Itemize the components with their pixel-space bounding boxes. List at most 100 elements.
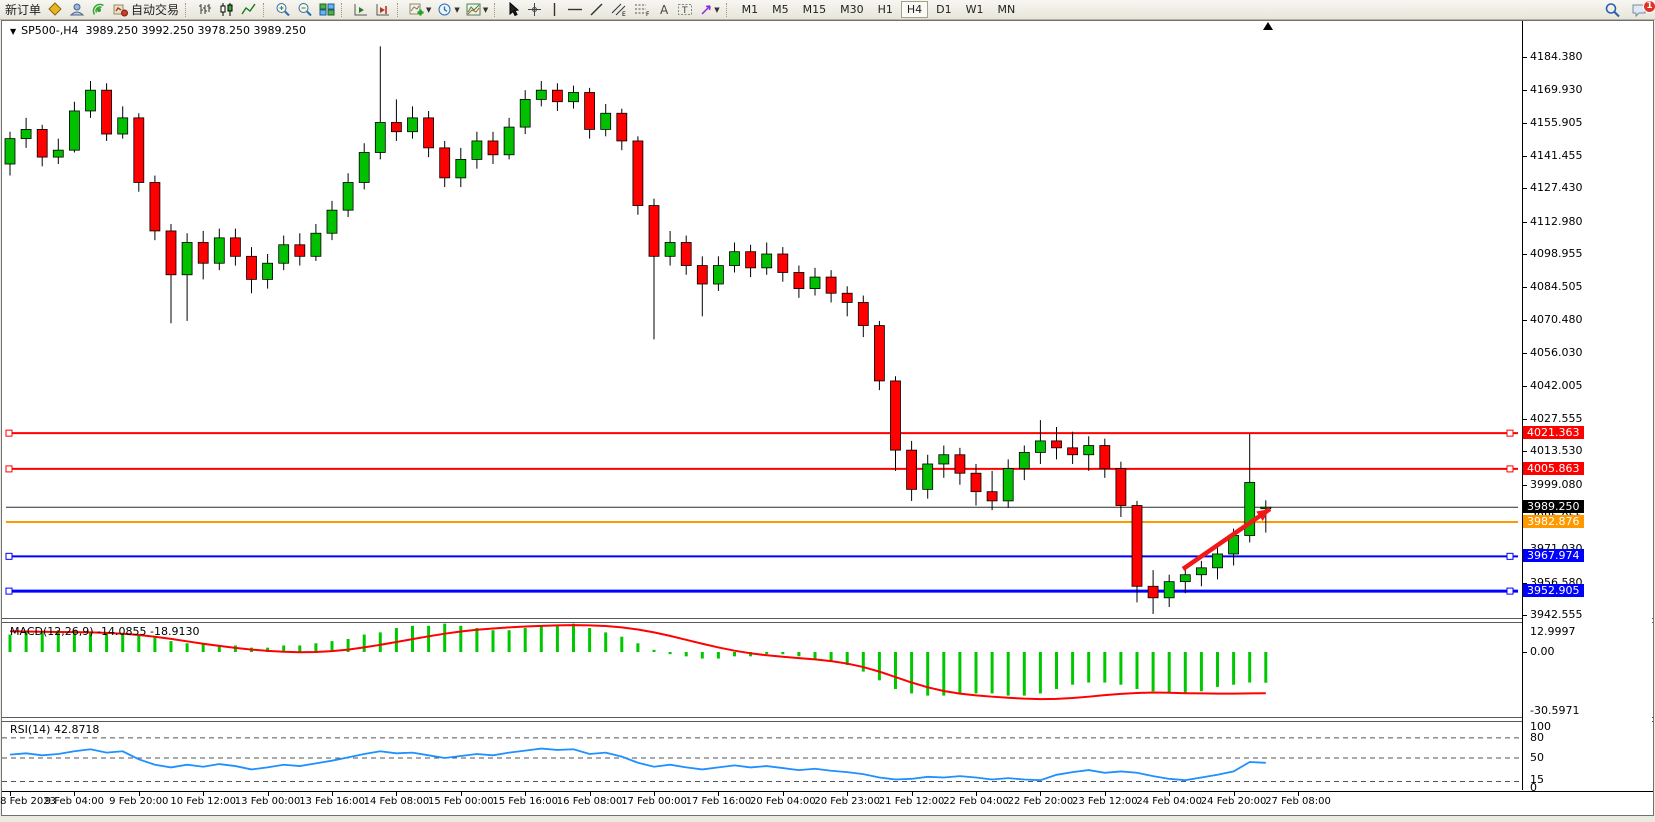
trendline-icon[interactable]: [586, 1, 608, 18]
zoom-in-icon[interactable]: [272, 1, 294, 18]
candle: [342, 173, 354, 218]
hline-price-label: 3967.974: [1523, 549, 1584, 563]
text-icon[interactable]: A: [654, 1, 674, 18]
candle: [407, 106, 418, 139]
line-chart-icon[interactable]: [238, 1, 260, 18]
chart-forward-icon[interactable]: [350, 1, 372, 18]
collapse-triangle-icon[interactable]: ▼: [10, 27, 17, 36]
timeframe-m15[interactable]: M15: [802, 3, 827, 16]
timeframe-w1[interactable]: W1: [965, 3, 984, 16]
candle: [390, 99, 402, 141]
arrows-button[interactable]: ▼: [696, 1, 722, 18]
chart-end-icon[interactable]: [372, 1, 394, 18]
pane-separator[interactable]: [2, 717, 1653, 722]
period-button[interactable]: ▼: [434, 1, 462, 18]
timeframe-d1[interactable]: D1: [936, 3, 952, 16]
fibonacci-icon[interactable]: F: [631, 1, 654, 18]
candle-body: [568, 92, 579, 103]
price-axis[interactable]: 4184.380 4169.930 4155.905 4141.455 4127.430…: [1522, 21, 1652, 794]
candle: [1035, 420, 1046, 464]
signals-icon[interactable]: [88, 1, 110, 18]
candle: [809, 267, 821, 296]
template-button[interactable]: ▼: [463, 1, 491, 18]
equidistant-channel-icon[interactable]: E: [608, 1, 631, 18]
crosshair-icon[interactable]: [524, 1, 545, 18]
candle: [568, 85, 579, 109]
line-handle[interactable]: [1506, 587, 1514, 595]
candle-body: [52, 149, 64, 158]
add-indicator-icon: [409, 2, 425, 17]
timeframe-mn[interactable]: MN: [997, 3, 1016, 16]
trend-arrow-annotation[interactable]: [1181, 507, 1272, 571]
autotrade-icon: [113, 2, 129, 17]
time-axis-tick-mark: [1040, 792, 1042, 796]
add-indicator-button[interactable]: ▼: [406, 1, 434, 18]
price-axis-tick-mark: [1523, 319, 1527, 321]
macd-indicator-label: MACD(12,26,9) -14.0855 -18.9130: [10, 625, 200, 638]
template-icon: [466, 2, 482, 17]
timeframe-m5[interactable]: M5: [772, 3, 789, 16]
line-handle[interactable]: [5, 587, 13, 595]
candle-body: [20, 129, 32, 140]
line-handle[interactable]: [1506, 465, 1514, 473]
candle-body: [69, 110, 80, 151]
candle-body: [825, 276, 837, 294]
search-icon[interactable]: [1601, 1, 1624, 18]
new-order-button[interactable]: 新订单: [5, 3, 42, 17]
candle-body: [342, 182, 354, 211]
price-axis-tick-mark: [1523, 254, 1527, 256]
candle: [970, 463, 982, 506]
candle-body: [1196, 567, 1207, 576]
line-handle[interactable]: [5, 465, 13, 473]
time-axis-label: 22 Feb 20:00: [1007, 796, 1074, 807]
horizontal-line-icon[interactable]: [564, 1, 586, 18]
line-handle[interactable]: [5, 552, 13, 560]
chevron-down-icon: ▼: [482, 5, 489, 14]
tile-windows-icon[interactable]: [316, 1, 338, 18]
chart-shift-marker[interactable]: [1263, 22, 1273, 30]
line-handle[interactable]: [5, 429, 13, 437]
candle-body: [777, 253, 789, 273]
line-handle[interactable]: [1506, 552, 1514, 560]
candle: [423, 110, 435, 158]
vertical-line-icon[interactable]: [545, 1, 564, 18]
timeframe-m30[interactable]: M30: [840, 3, 864, 16]
zoom-out-icon[interactable]: [294, 1, 316, 18]
timeframe-m1[interactable]: M1: [741, 3, 759, 16]
time-axis-label: 27 Feb 08:00: [1265, 796, 1331, 807]
chevron-down-icon: ▼: [454, 5, 460, 14]
candle: [825, 270, 837, 303]
cursor-icon[interactable]: [503, 1, 524, 18]
price-axis-tick-mark: [1523, 156, 1527, 158]
hline-price-label: 3982.876: [1523, 514, 1584, 528]
price-axis-tick: 4027.555: [1530, 411, 1583, 425]
candlestick-icon[interactable]: [216, 1, 238, 18]
candle: [85, 80, 96, 118]
main-chart-canvas[interactable]: [2, 37, 1522, 618]
rsi-pane-canvas[interactable]: [2, 720, 1522, 790]
svg-text:A: A: [660, 3, 669, 17]
candle: [52, 138, 64, 165]
candle: [1067, 431, 1078, 464]
pane-separator[interactable]: [2, 618, 1653, 623]
bar-chart-icon[interactable]: [194, 1, 216, 18]
macd-pane-canvas[interactable]: [2, 622, 1522, 717]
candle-body: [1002, 468, 1014, 502]
candle: [680, 235, 692, 275]
price-axis-tick-mark: [1523, 188, 1527, 190]
candle: [616, 108, 628, 151]
timeframe-h1[interactable]: H1: [877, 3, 893, 16]
price-axis-tick: 4169.930: [1530, 83, 1583, 97]
chat-button[interactable]: 1: [1628, 0, 1655, 18]
candle-body: [487, 140, 499, 156]
line-handle[interactable]: [1506, 429, 1514, 437]
candle: [729, 242, 740, 273]
time-axis[interactable]: 8 Feb 2023 9 Feb 04:00 9 Feb 20:00 10 Feb 1…: [0, 791, 1653, 814]
time-axis-label: 24 Feb 04:00: [1136, 796, 1202, 807]
text-label-icon[interactable]: T: [674, 1, 696, 18]
chart-window-icon[interactable]: [44, 1, 66, 18]
timeframe-h4[interactable]: H4: [900, 1, 929, 18]
profile-icon[interactable]: [66, 1, 88, 18]
autotrade-button[interactable]: 自动交易: [110, 1, 182, 18]
time-axis-tick-mark: [718, 792, 720, 796]
